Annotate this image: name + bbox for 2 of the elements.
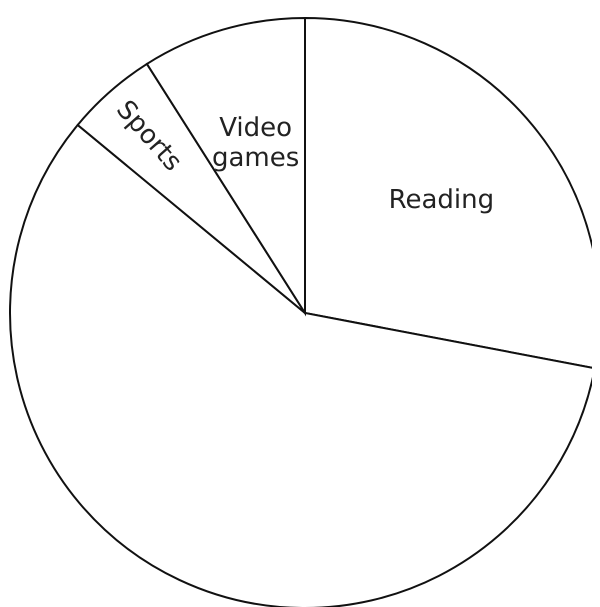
slice-label: Video games <box>212 113 300 174</box>
slice-label: Reading <box>388 185 494 216</box>
